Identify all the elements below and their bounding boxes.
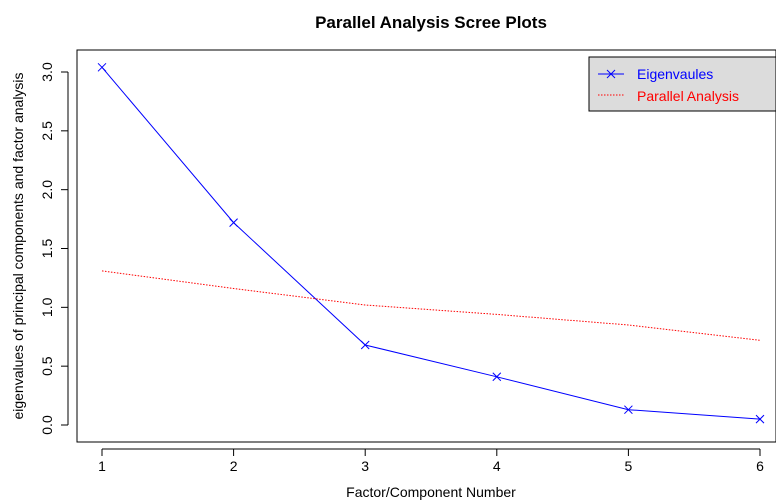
data-point-marker — [624, 405, 633, 415]
y-tick-label: 2.0 — [39, 180, 55, 200]
legend-box — [588, 56, 776, 112]
y-tick-label: 0.0 — [39, 415, 55, 435]
chart-title: Parallel Analysis Scree Plots — [315, 13, 547, 32]
plot-frame — [76, 49, 776, 443]
data-point-marker — [97, 62, 107, 72]
x-tick-label: 3 — [361, 458, 369, 474]
y-axis-label: eigenvalues of principal components and … — [10, 72, 26, 419]
x-axis-label: Factor/Component Number — [346, 484, 516, 500]
y-tick-label: 1.5 — [39, 239, 55, 259]
data-point-marker — [492, 372, 502, 382]
x-tick-label: 1 — [98, 458, 106, 474]
y-tick-label: 2.5 — [39, 121, 55, 141]
x-tick-label: 4 — [493, 458, 501, 474]
series-line-1 — [101, 270, 761, 341]
y-tick-label: 3.0 — [39, 62, 55, 82]
y-tick-label: 1.0 — [39, 297, 55, 317]
series-layer — [97, 62, 765, 424]
x-tick-label: 6 — [756, 458, 764, 474]
legend-marker-eigenvalues — [606, 69, 616, 79]
legend-label-parallel-analysis: Parallel Analysis — [637, 88, 739, 104]
y-tick-label: 0.5 — [39, 356, 55, 376]
y-axis: 0.0 0.5 1.0 1.5 2.0 2.5 3.0 — [39, 62, 69, 435]
legend: Eigenvaules Parallel Analysis — [588, 56, 776, 112]
data-point-marker — [360, 340, 370, 350]
data-point-marker — [755, 414, 765, 424]
series-line-0 — [101, 66, 761, 420]
x-tick-label: 5 — [625, 458, 633, 474]
x-axis: 1 2 3 4 5 6 — [98, 448, 764, 474]
x-tick-label: 2 — [230, 458, 238, 474]
data-point-marker — [229, 218, 238, 227]
legend-label-eigenvalues: Eigenvaules — [637, 66, 713, 82]
